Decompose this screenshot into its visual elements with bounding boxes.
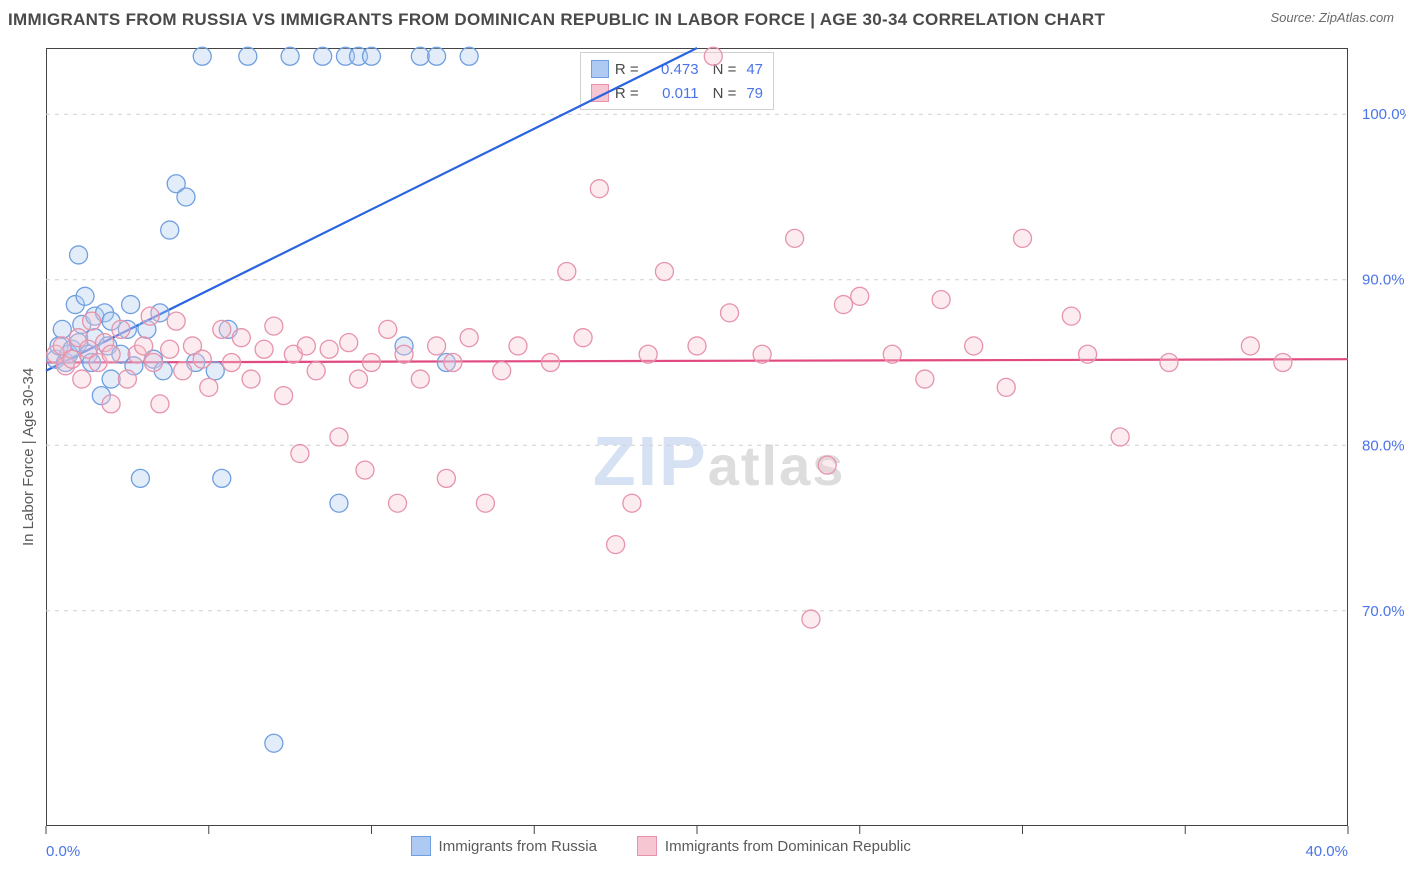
- x-tick-label: 40.0%: [1305, 843, 1348, 860]
- data-point-dominican: [291, 445, 309, 463]
- data-point-dominican: [1241, 337, 1259, 355]
- data-point-dominican: [340, 334, 358, 352]
- data-point-dominican: [428, 337, 446, 355]
- data-point-dominican: [818, 456, 836, 474]
- data-point-dominican: [542, 354, 560, 372]
- y-tick-label: 100.0%: [1362, 106, 1406, 123]
- data-point-dominican: [213, 320, 231, 338]
- data-point-dominican: [63, 350, 81, 368]
- data-point-dominican: [389, 494, 407, 512]
- data-point-russia: [193, 47, 211, 65]
- data-point-dominican: [932, 291, 950, 309]
- data-point-dominican: [83, 312, 101, 330]
- y-tick-label: 90.0%: [1362, 272, 1405, 289]
- data-point-dominican: [73, 370, 91, 388]
- data-point-dominican: [607, 536, 625, 554]
- data-point-dominican: [144, 354, 162, 372]
- data-point-dominican: [997, 378, 1015, 396]
- data-point-dominican: [297, 337, 315, 355]
- data-point-russia: [265, 734, 283, 752]
- data-point-dominican: [174, 362, 192, 380]
- data-point-dominican: [275, 387, 293, 405]
- data-point-dominican: [753, 345, 771, 363]
- data-point-dominican: [395, 345, 413, 363]
- data-point-dominican: [916, 370, 934, 388]
- data-point-dominican: [444, 354, 462, 372]
- data-point-dominican: [1160, 354, 1178, 372]
- y-tick-label: 70.0%: [1362, 603, 1405, 620]
- data-point-russia: [428, 47, 446, 65]
- data-point-dominican: [574, 329, 592, 347]
- data-point-dominican: [655, 262, 673, 280]
- data-point-dominican: [330, 428, 348, 446]
- y-tick-label: 80.0%: [1362, 437, 1405, 454]
- data-point-russia: [102, 370, 120, 388]
- data-point-russia: [330, 494, 348, 512]
- data-point-dominican: [307, 362, 325, 380]
- data-point-dominican: [118, 370, 136, 388]
- data-point-dominican: [623, 494, 641, 512]
- data-point-dominican: [851, 287, 869, 305]
- data-point-russia: [213, 469, 231, 487]
- data-point-russia: [363, 47, 381, 65]
- data-point-dominican: [476, 494, 494, 512]
- data-point-russia: [460, 47, 478, 65]
- data-point-dominican: [437, 469, 455, 487]
- data-point-dominican: [1079, 345, 1097, 363]
- data-point-russia: [239, 47, 257, 65]
- data-point-dominican: [704, 47, 722, 65]
- data-point-russia: [122, 296, 140, 314]
- data-point-dominican: [1014, 229, 1032, 247]
- data-point-russia: [131, 469, 149, 487]
- data-point-dominican: [349, 370, 367, 388]
- data-point-dominican: [363, 354, 381, 372]
- data-point-dominican: [1062, 307, 1080, 325]
- data-point-dominican: [112, 320, 130, 338]
- data-point-dominican: [102, 395, 120, 413]
- data-point-dominican: [802, 610, 820, 628]
- data-point-dominican: [721, 304, 739, 322]
- data-point-dominican: [200, 378, 218, 396]
- data-point-dominican: [356, 461, 374, 479]
- data-point-dominican: [493, 362, 511, 380]
- data-point-dominican: [151, 395, 169, 413]
- data-point-dominican: [639, 345, 657, 363]
- data-point-russia: [281, 47, 299, 65]
- data-point-dominican: [558, 262, 576, 280]
- data-point-dominican: [688, 337, 706, 355]
- data-point-russia: [70, 246, 88, 264]
- data-point-dominican: [265, 317, 283, 335]
- trend-line-dominican: [46, 359, 1348, 362]
- data-point-dominican: [232, 329, 250, 347]
- data-point-dominican: [135, 337, 153, 355]
- x-tick-label: 0.0%: [46, 843, 80, 860]
- data-point-dominican: [320, 340, 338, 358]
- data-point-dominican: [141, 307, 159, 325]
- data-point-russia: [177, 188, 195, 206]
- data-point-dominican: [223, 354, 241, 372]
- data-point-dominican: [965, 337, 983, 355]
- data-point-dominican: [1274, 354, 1292, 372]
- data-point-russia: [76, 287, 94, 305]
- data-point-dominican: [193, 350, 211, 368]
- data-point-dominican: [379, 320, 397, 338]
- chart-svg: 70.0% 80.0% 90.0% 100.0% 0.0% 40.0%: [0, 0, 1406, 892]
- data-point-dominican: [590, 180, 608, 198]
- data-point-dominican: [460, 329, 478, 347]
- data-point-russia: [411, 47, 429, 65]
- data-point-dominican: [255, 340, 273, 358]
- data-point-dominican: [883, 345, 901, 363]
- data-point-dominican: [161, 340, 179, 358]
- data-point-dominican: [102, 345, 120, 363]
- data-point-dominican: [242, 370, 260, 388]
- data-point-dominican: [786, 229, 804, 247]
- data-point-russia: [161, 221, 179, 239]
- data-point-dominican: [411, 370, 429, 388]
- data-point-dominican: [509, 337, 527, 355]
- data-point-russia: [314, 47, 332, 65]
- data-point-dominican: [834, 296, 852, 314]
- data-point-dominican: [167, 312, 185, 330]
- data-point-dominican: [1111, 428, 1129, 446]
- data-point-russia: [53, 320, 71, 338]
